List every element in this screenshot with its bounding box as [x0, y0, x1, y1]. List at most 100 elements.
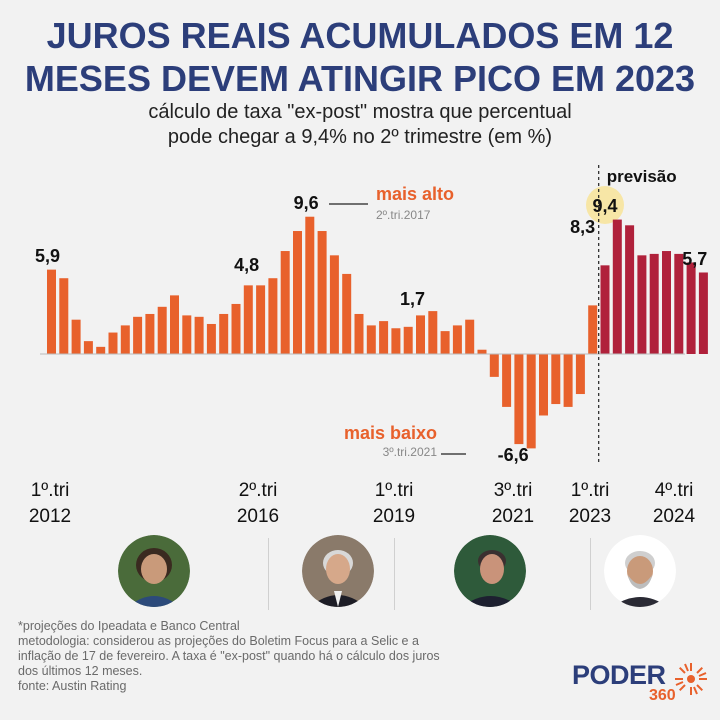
portrait-bolsonaro-icon	[454, 535, 526, 607]
bar	[59, 278, 69, 354]
bar	[575, 354, 585, 395]
portrait-temer-icon	[302, 535, 374, 607]
bar	[354, 313, 364, 354]
portrait-bolsonaro	[454, 535, 526, 607]
bar	[293, 231, 302, 354]
title-line-2: MESES DEVEM ATINGIR PICO EM 2023	[24, 58, 696, 99]
subtitle-line-2: pode chegar a 9,4% no 2º trimestre (em %…	[167, 126, 553, 148]
portrait-lula	[604, 535, 676, 607]
x-tick-label: 2024	[653, 506, 696, 527]
bar	[686, 262, 696, 354]
bar	[47, 269, 56, 354]
portrait-dilma	[118, 535, 190, 607]
high-annotation-sub: 2º.tri.2017	[376, 208, 431, 222]
data-label: -6,6	[498, 445, 529, 465]
footnote: metodologia: considerou as projeções do …	[18, 634, 419, 648]
bar	[366, 325, 376, 354]
bar	[637, 255, 647, 354]
x-tick-label: 1º.tri	[375, 480, 414, 501]
bar	[403, 326, 413, 354]
bar	[182, 315, 192, 354]
x-tick-label: 2012	[29, 506, 71, 527]
bar	[465, 319, 475, 354]
bar	[206, 323, 216, 354]
forecast-label: previsão	[607, 167, 677, 186]
bar	[96, 346, 106, 354]
separator	[394, 538, 395, 610]
data-label: 8,3	[570, 217, 595, 237]
x-tick-label: 2019	[373, 506, 415, 527]
chart-subtitle: cálculo de taxa "ex-post" mostra que per…	[0, 100, 720, 150]
bar	[83, 341, 93, 354]
bar	[194, 316, 204, 354]
logo-text: PODER	[572, 660, 666, 690]
bar	[539, 354, 548, 416]
bar	[145, 313, 155, 354]
bar	[477, 349, 487, 354]
bar	[649, 253, 659, 354]
logo-number: 360	[649, 687, 676, 704]
bar	[674, 253, 684, 354]
bar	[502, 354, 512, 407]
bar	[329, 255, 339, 354]
portrait-dilma-icon	[118, 535, 190, 607]
low-annotation-label: mais baixo	[344, 423, 437, 443]
data-label: 9,4	[592, 196, 617, 216]
bar	[452, 325, 462, 354]
bar	[342, 273, 352, 354]
bar	[305, 216, 315, 354]
footnote: dos últimos 12 meses.	[18, 664, 143, 678]
bar	[563, 354, 573, 407]
bar	[268, 278, 278, 354]
sun-rays-icon	[675, 663, 707, 695]
title-line-1: JUROS REAIS ACUMULADOS EM 12	[46, 15, 674, 56]
data-label: 5,7	[682, 249, 707, 269]
bar	[662, 251, 671, 354]
chart-title: JUROS REAIS ACUMULADOS EM 12 MESES DEVEM…	[0, 14, 720, 100]
x-tick-label: 3º.tri	[494, 480, 533, 501]
bar	[219, 313, 229, 354]
separator	[590, 538, 591, 610]
x-tick-label: 4º.tri	[655, 480, 694, 501]
bar	[600, 265, 610, 354]
source-note: fonte: Austin Rating	[18, 679, 127, 693]
bar	[526, 354, 536, 449]
x-tick-label: 1º.tri	[571, 480, 610, 501]
bar	[625, 225, 635, 354]
bar	[317, 231, 327, 354]
x-tick-label: 2016	[237, 506, 279, 527]
footnote: inflação de 17 de fevereiro. A taxa é "e…	[18, 649, 440, 663]
bar	[551, 354, 561, 405]
x-tick-label: 2º.tri	[239, 480, 278, 501]
footnote: *projeções do Ipeadata e Banco Central	[18, 619, 240, 633]
bar-chart: previsão 5,9 4,8 9,6 1,7 -6,6 8,39,4 5,7 mais al…	[29, 165, 708, 527]
bar	[71, 319, 81, 354]
data-label: 5,9	[35, 246, 60, 266]
bar	[170, 295, 179, 354]
bar	[514, 354, 524, 445]
bar	[120, 325, 130, 354]
x-tick-label: 2021	[492, 506, 534, 527]
subtitle-line-1: cálculo de taxa "ex-post" mostra que per…	[148, 101, 572, 123]
bar	[256, 285, 266, 354]
bar	[391, 328, 401, 354]
portrait-temer	[302, 535, 374, 607]
low-annotation-sub: 3º.tri.2021	[383, 445, 438, 459]
x-tick-label: 2023	[569, 506, 611, 527]
bar	[416, 315, 425, 354]
bar	[428, 311, 438, 354]
bar	[108, 332, 118, 354]
bar	[231, 303, 241, 354]
x-tick-label: 1º.tri	[31, 480, 70, 501]
bar	[133, 316, 143, 354]
poder360-logo: PODER 360	[572, 660, 712, 708]
bar	[280, 251, 290, 354]
bar	[243, 285, 253, 354]
bar	[698, 272, 708, 354]
bar	[440, 331, 450, 354]
bar	[612, 219, 622, 354]
bar	[157, 306, 167, 354]
bar	[489, 354, 499, 377]
peak-highlight-circle	[586, 186, 624, 224]
high-annotation-label: mais alto	[376, 184, 454, 204]
